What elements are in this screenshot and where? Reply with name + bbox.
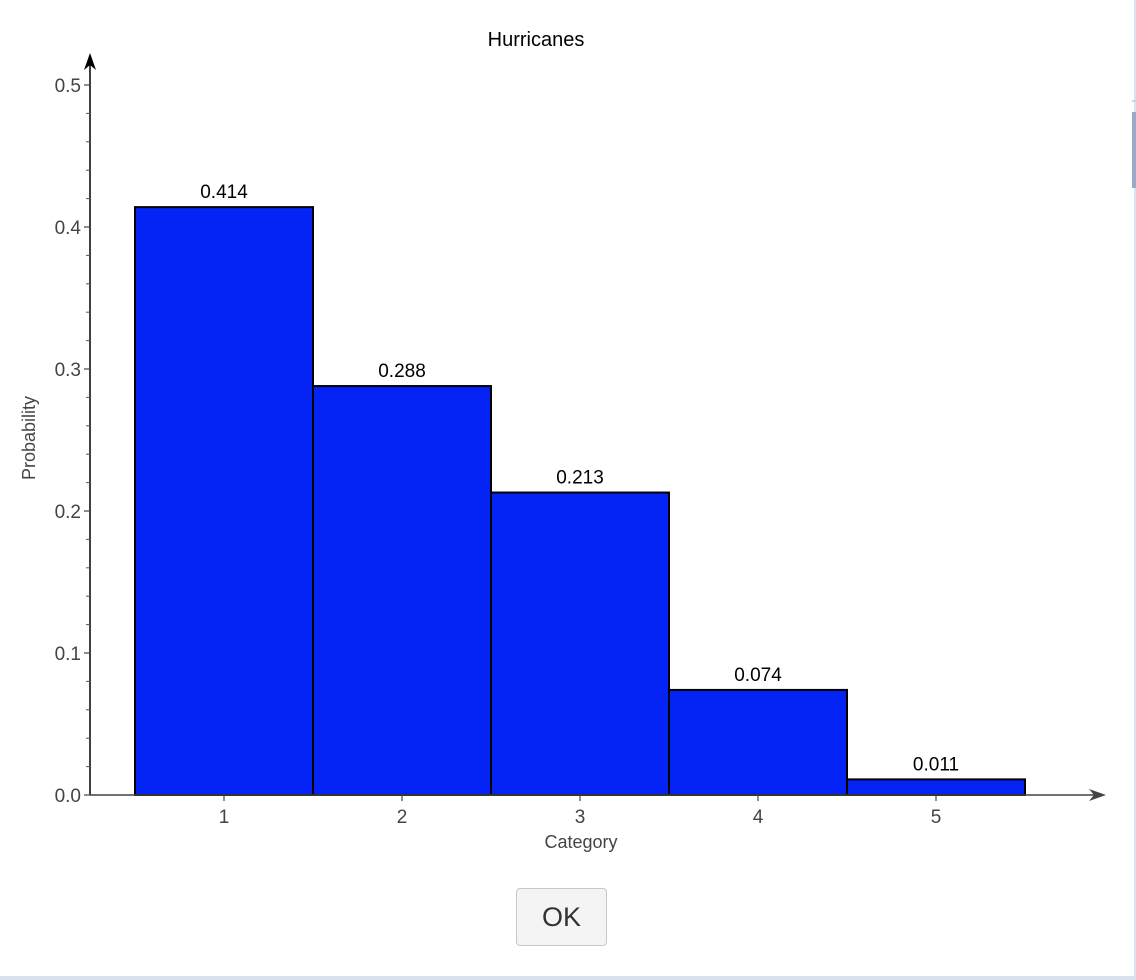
data-labels-layer: 0.414 0.288 0.213 0.074 0.011 [200, 182, 959, 775]
bar-category-2 [312, 385, 492, 796]
bar-category-1 [134, 206, 314, 796]
bar-category-5 [846, 778, 1026, 797]
bar-category-4 [668, 688, 848, 796]
y-tick-label: 0.3 [55, 360, 81, 381]
x-tick-label: 2 [397, 807, 408, 828]
x-tick-label: 5 [931, 807, 942, 828]
ok-button[interactable]: OK [516, 888, 607, 946]
y-tick-label: 0.2 [55, 502, 81, 523]
window-edge-scroll-marker [1132, 112, 1136, 188]
x-axis-arrow-icon [1089, 789, 1106, 801]
bar-value-label: 0.414 [200, 182, 248, 203]
y-tick-label: 0.4 [55, 218, 82, 239]
y-tick-label: 0.1 [55, 644, 81, 665]
bar-value-label: 0.011 [913, 754, 959, 775]
chart-title: Hurricanes [488, 29, 585, 51]
x-tick-label: 1 [219, 807, 230, 828]
bar-value-label: 0.074 [734, 665, 782, 686]
bar-value-label: 0.213 [556, 468, 604, 489]
bars-layer [134, 206, 1026, 797]
y-axis-label: Probability [19, 396, 39, 480]
x-tick-label: 4 [753, 807, 764, 828]
bar-category-3 [490, 491, 670, 796]
y-tick-label: 0.0 [55, 786, 81, 807]
y-axis: 0.0 0.1 0.2 0.3 0.4 0.5 [55, 53, 96, 807]
y-tick-label: 0.5 [55, 76, 81, 97]
x-axis-label: Category [544, 832, 617, 852]
x-axis: 1 2 3 4 5 [90, 789, 1106, 828]
bar-value-label: 0.288 [378, 361, 426, 382]
x-tick-label: 3 [575, 807, 586, 828]
y-axis-arrow-icon [84, 53, 96, 70]
window-edge-marker [1132, 100, 1136, 102]
